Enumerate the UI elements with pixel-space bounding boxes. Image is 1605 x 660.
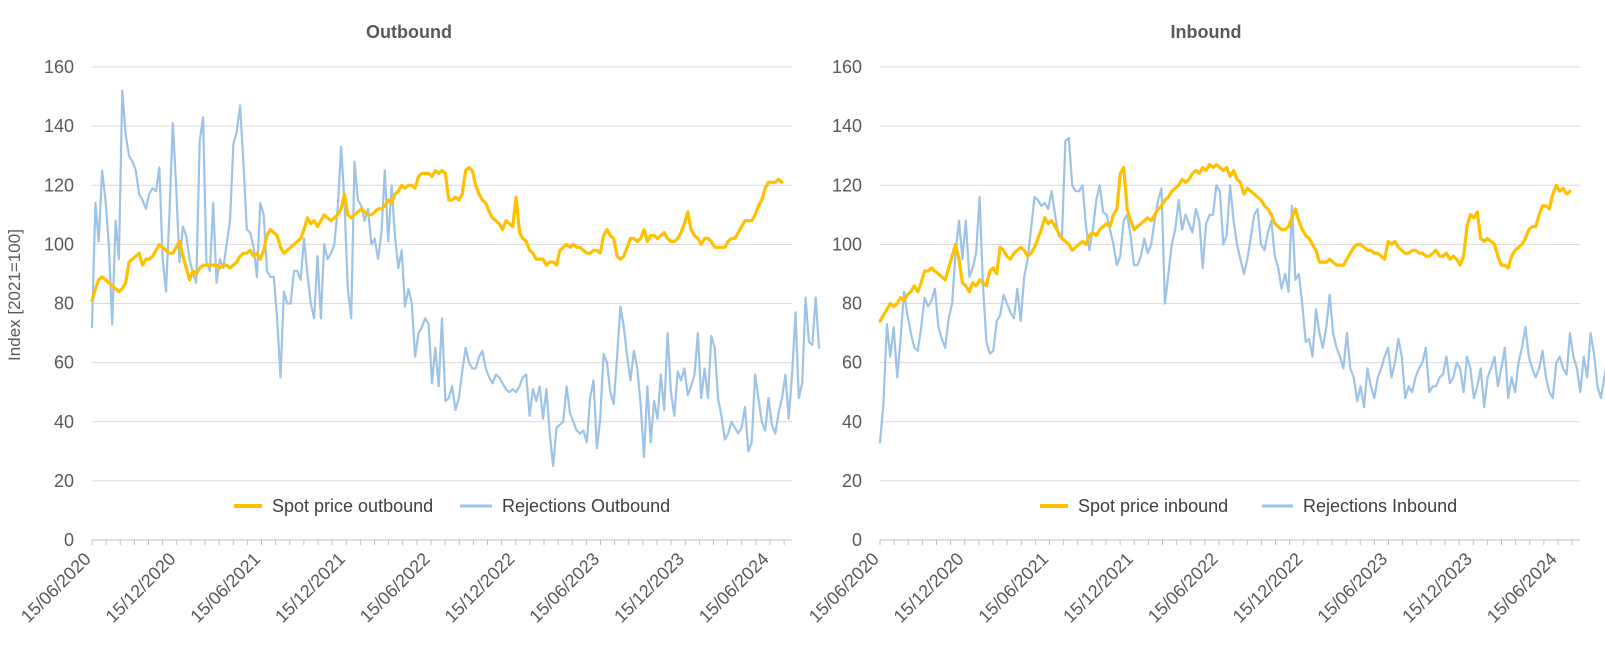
x-tick-label: 15/12/2023 — [1398, 549, 1476, 627]
x-tick-label: 15/12/2022 — [1229, 549, 1307, 627]
y-tick-label: 160 — [832, 57, 862, 77]
x-tick-label: 15/06/2020 — [805, 549, 883, 627]
y-tick-label: 80 — [54, 294, 74, 314]
y-tick-label: 120 — [44, 175, 74, 195]
x-tick-label: 15/12/2023 — [610, 549, 688, 627]
y-tick-label: 100 — [44, 234, 74, 254]
x-tick-label: 15/12/2020 — [102, 549, 180, 627]
y-tick-label: 0 — [852, 530, 862, 550]
x-tick-label: 15/12/2020 — [890, 549, 968, 627]
chart-title: Inbound — [1171, 22, 1242, 42]
y-tick-label: 20 — [54, 471, 74, 491]
x-tick-label: 15/06/2024 — [1483, 549, 1561, 627]
y-tick-label: 100 — [832, 234, 862, 254]
series-line-spot-price-inbound — [878, 163, 1572, 323]
y-tick-label: 140 — [832, 116, 862, 136]
chart-title: Outbound — [366, 22, 452, 42]
y-tick-label: 40 — [842, 412, 862, 432]
legend-label-spot-price-outbound: Spot price outbound — [272, 496, 433, 516]
series-line-rejections-outbound — [90, 89, 821, 468]
y-tick-label: 60 — [842, 353, 862, 373]
legend-label-spot-price-inbound: Spot price inbound — [1078, 496, 1228, 516]
x-tick-label: 15/06/2023 — [1313, 549, 1391, 627]
y-tick-label: 0 — [64, 530, 74, 550]
y-tick-label: 40 — [54, 412, 74, 432]
x-tick-label: 15/06/2024 — [695, 549, 773, 627]
legend-label-rejections-inbound: Rejections Inbound — [1303, 496, 1457, 516]
x-tick-label: 15/06/2022 — [356, 549, 434, 627]
legend-label-rejections-outbound: Rejections Outbound — [502, 496, 670, 516]
x-tick-label: 15/06/2023 — [525, 549, 603, 627]
x-tick-label: 15/06/2020 — [17, 549, 95, 627]
series-line-spot-price-outbound — [90, 165, 784, 303]
y-tick-label: 160 — [44, 57, 74, 77]
y-tick-label: 20 — [842, 471, 862, 491]
x-tick-label: 15/12/2021 — [271, 549, 349, 627]
x-tick-label: 15/12/2021 — [1059, 549, 1137, 627]
x-tick-label: 15/06/2021 — [186, 549, 264, 627]
x-tick-label: 15/06/2021 — [974, 549, 1052, 627]
y-tick-label: 60 — [54, 353, 74, 373]
y-tick-label: 120 — [832, 175, 862, 195]
x-tick-label: 15/06/2022 — [1144, 549, 1222, 627]
y-tick-label: 140 — [44, 116, 74, 136]
y-tick-label: 80 — [842, 294, 862, 314]
series-line-rejections-inbound — [878, 136, 1605, 444]
y-axis-label: Index [2021=100] — [5, 229, 24, 361]
x-tick-label: 15/12/2022 — [441, 549, 519, 627]
